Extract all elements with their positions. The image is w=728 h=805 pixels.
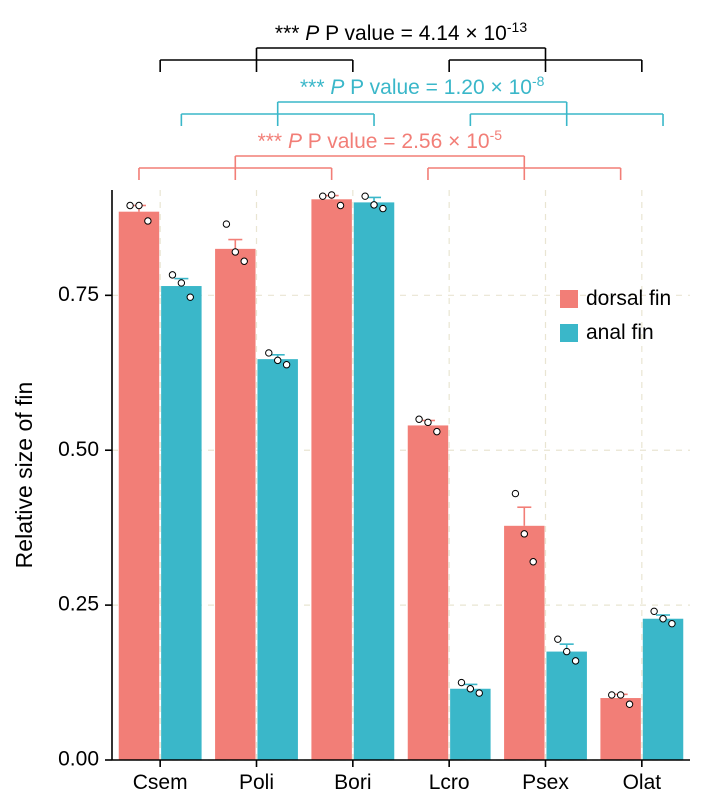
y-tick-label: 0.25 <box>58 593 99 616</box>
y-tick-label: 0.00 <box>58 748 99 771</box>
chart-container: 0.00 0.25 0.50 0.75 Csem Poli Bori Lcro Psex Olat… <box>0 0 728 805</box>
bar-dorsal-olat <box>600 698 640 760</box>
data-point <box>232 249 238 255</box>
data-point <box>458 679 464 685</box>
bar-dorsal-lcro <box>408 425 448 760</box>
data-point <box>266 350 272 356</box>
bar-dorsal-bori <box>311 199 351 760</box>
data-point <box>283 362 289 368</box>
data-point <box>145 218 151 224</box>
sig-label: *** P P value = 2.56 × 10-5 <box>258 127 503 153</box>
bar-anal-lcro <box>450 689 490 760</box>
bar-anal-csem <box>161 286 201 760</box>
data-point <box>136 202 142 208</box>
data-point <box>380 205 386 211</box>
data-point <box>660 616 666 622</box>
bar-anal-poli <box>257 359 297 760</box>
bar-dorsal-csem <box>119 212 159 760</box>
data-point <box>521 531 527 537</box>
data-point <box>572 658 578 664</box>
data-point <box>555 636 561 642</box>
x-tick-label: Olat <box>623 771 662 794</box>
data-point <box>563 648 569 654</box>
legend-label: anal fin <box>586 321 654 344</box>
data-point <box>187 294 193 300</box>
data-point <box>651 608 657 614</box>
data-point <box>371 202 377 208</box>
y-axis-title: Relative size of fin <box>11 382 37 569</box>
data-point <box>127 202 133 208</box>
legend-label: dorsal fin <box>586 287 671 310</box>
data-point <box>530 559 536 565</box>
x-tick-label: Poli <box>239 771 274 794</box>
data-point <box>416 416 422 422</box>
data-point <box>617 692 623 698</box>
data-point <box>476 690 482 696</box>
data-point <box>320 193 326 199</box>
data-point <box>512 490 518 496</box>
bar-anal-psex <box>546 652 586 760</box>
legend-swatch <box>560 290 578 308</box>
data-point <box>328 192 334 198</box>
data-point <box>626 701 632 707</box>
data-point <box>669 620 675 626</box>
data-point <box>223 221 229 227</box>
bar-dorsal-poli <box>215 249 255 760</box>
x-tick-label: Bori <box>334 771 371 794</box>
y-tick-label: 0.50 <box>58 438 99 461</box>
bar-anal-bori <box>354 202 394 760</box>
sig-label: *** P P value = 4.14 × 10-13 <box>275 19 527 45</box>
bar-anal-olat <box>643 619 683 760</box>
data-point <box>425 419 431 425</box>
sig-label: *** P P value = 1.20 × 10-8 <box>300 73 545 99</box>
data-point <box>337 202 343 208</box>
data-point <box>178 280 184 286</box>
data-point <box>274 357 280 363</box>
data-point <box>362 193 368 199</box>
data-point <box>434 428 440 434</box>
bar-dorsal-psex <box>504 526 544 760</box>
x-tick-label: Csem <box>133 771 188 794</box>
legend-swatch <box>560 324 578 342</box>
data-point <box>609 692 615 698</box>
x-tick-label: Lcro <box>429 771 470 794</box>
y-tick-label: 0.75 <box>58 283 99 306</box>
data-point <box>169 272 175 278</box>
data-point <box>467 686 473 692</box>
data-point <box>241 258 247 264</box>
x-tick-label: Psex <box>522 771 569 794</box>
